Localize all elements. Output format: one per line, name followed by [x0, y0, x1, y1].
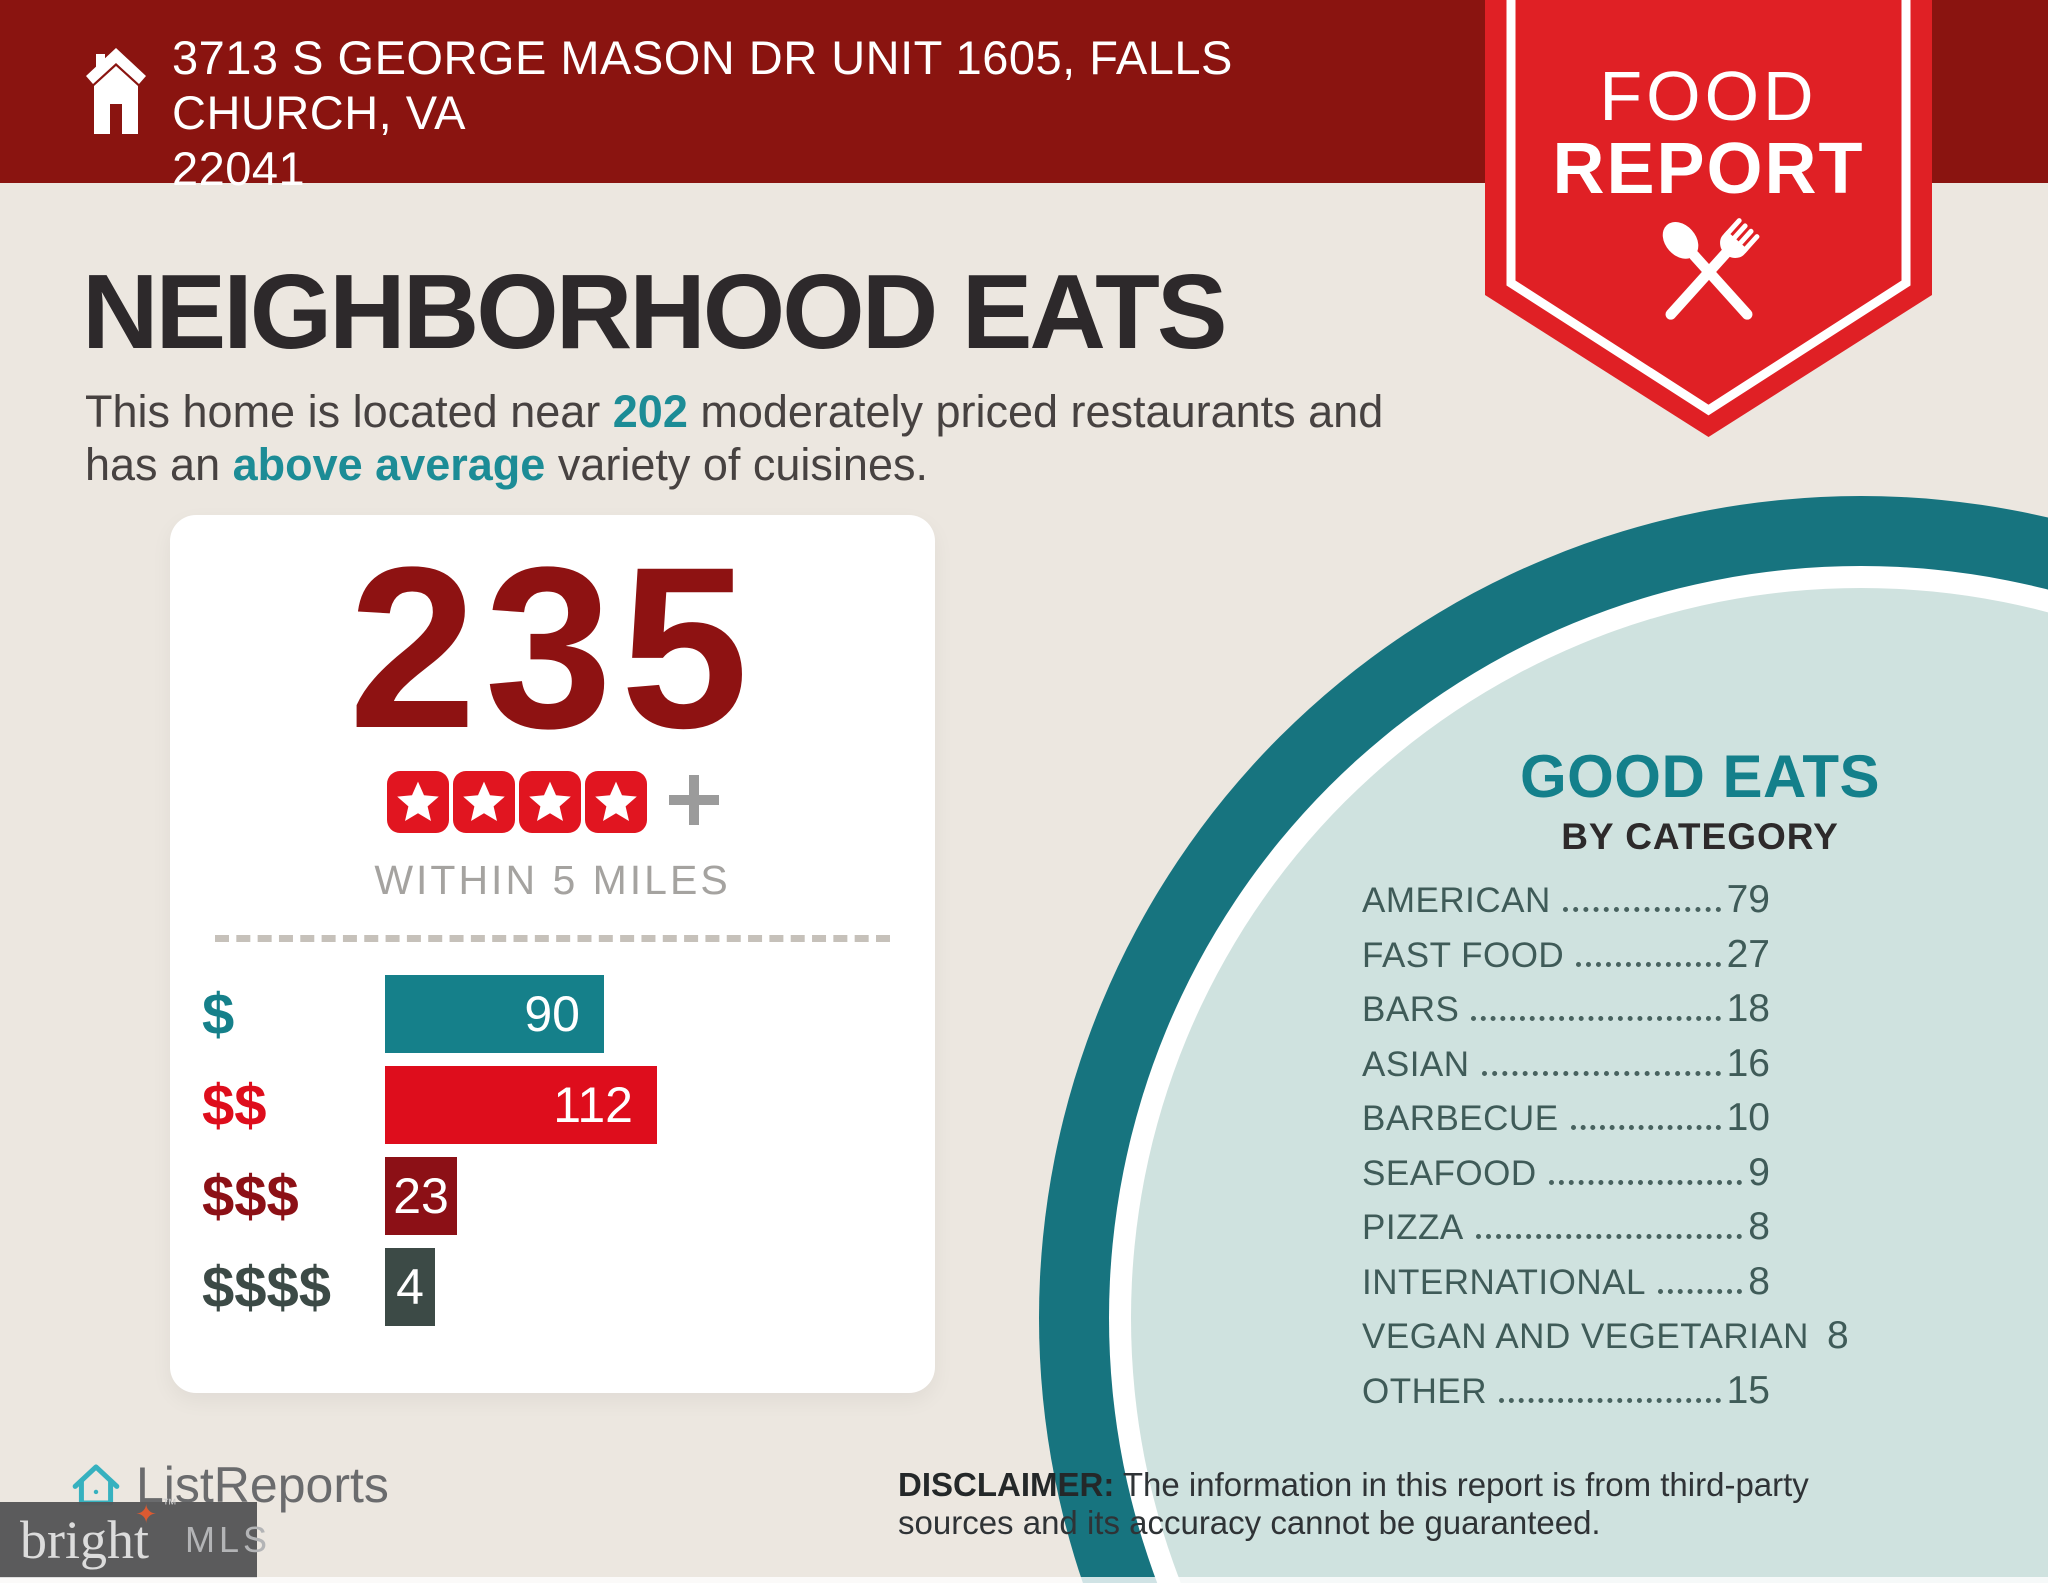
rating-star-icon — [584, 771, 647, 833]
category-row: PIZZA 8 — [1362, 1205, 1770, 1260]
category-count: 27 — [1726, 932, 1770, 976]
price-tier-bar: 4 — [385, 1248, 435, 1326]
price-tier-label: $ — [202, 981, 235, 1047]
rating-star-icon — [518, 771, 581, 833]
property-address: 3713 S GEORGE MASON DR UNIT 1605, FALLS … — [172, 30, 1462, 196]
category-count: 9 — [1748, 1150, 1770, 1194]
plus-icon — [667, 773, 721, 832]
mls-text: MLS — [185, 1519, 272, 1560]
category-label: FAST FOOD — [1362, 935, 1565, 975]
price-tier-value: 90 — [524, 986, 580, 1042]
price-tier-bar: 90 — [385, 975, 604, 1053]
price-tier-bar-chart: $90 $$ 112 $$$ 23 $$$$ 4 — [170, 975, 935, 1339]
category-label: PIZZA — [1362, 1208, 1464, 1247]
category-row: ASIAN 16 — [1362, 1042, 1770, 1097]
category-label: INTERNATIONAL — [1362, 1262, 1646, 1302]
category-count: 79 — [1726, 878, 1770, 921]
category-label: VEGAN AND VEGETARIAN — [1362, 1317, 1809, 1356]
category-label: ASIAN — [1362, 1044, 1470, 1084]
price-tier-value: 112 — [553, 1077, 633, 1133]
price-tier-row: $$$$ 4 — [170, 1248, 935, 1326]
trademark-symbol: ™ — [162, 1496, 177, 1513]
category-row: SEAFOOD 9 — [1362, 1151, 1770, 1206]
price-tier-row: $$ 112 — [170, 1066, 935, 1144]
address-line-2: 22041 — [172, 141, 306, 195]
price-tier-value: 23 — [393, 1168, 449, 1224]
category-row: AMERICAN 79 — [1362, 878, 1770, 933]
category-label: BARBECUE — [1362, 1099, 1559, 1138]
house-icon — [86, 48, 146, 134]
price-tier-bar: 23 — [385, 1157, 457, 1235]
disclaimer-label: DISCLAIMER: — [898, 1466, 1115, 1503]
dotted-leader — [1548, 1179, 1743, 1185]
bright-star-icon: ✦ — [135, 1499, 157, 1529]
category-label: BARS — [1362, 990, 1460, 1029]
category-row: BARBECUE 10 — [1362, 1096, 1770, 1151]
category-row: BARS 18 — [1362, 987, 1770, 1042]
category-list: AMERICAN 79 FAST FOOD 27 BARS 18 ASIAN 16 BARBEC… — [1362, 878, 1849, 1424]
category-count: 10 — [1726, 1096, 1770, 1139]
category-row: FAST FOOD 27 — [1362, 933, 1770, 988]
rating-star-icon — [452, 771, 515, 833]
page-subtitle: This home is located near 202 moderately… — [85, 386, 1445, 491]
food-report-badge: FOOD REPORT — [1485, 0, 1932, 437]
category-label: AMERICAN — [1362, 881, 1551, 920]
dotted-leader — [1481, 1070, 1721, 1076]
good-eats-subtitle: BY CATEGORY — [1561, 816, 1839, 857]
category-count: 8 — [1826, 1314, 1849, 1357]
dotted-leader — [1499, 1397, 1721, 1403]
bright-mls-logo-box: bright ✦ ™ MLS — [0, 1497, 267, 1578]
bottom-edge-strip — [0, 1577, 2048, 1583]
total-restaurants-value: 235 — [348, 519, 757, 776]
category-count: 8 — [1748, 1259, 1770, 1303]
good-eats-heading-block: GOOD EATS BY CATEGORY — [1480, 742, 1920, 858]
category-count: 15 — [1726, 1368, 1770, 1412]
category-row: INTERNATIONAL 8 — [1362, 1260, 1770, 1315]
bright-text: bright — [20, 1510, 149, 1570]
bright-wordmark: bright ✦ ™ — [20, 1497, 177, 1570]
category-row: VEGAN AND VEGETARIAN 8 — [1362, 1314, 1849, 1369]
category-label: OTHER — [1362, 1371, 1487, 1411]
badge-title-food: FOOD — [1599, 57, 1818, 135]
dotted-leader — [1471, 1016, 1721, 1021]
price-tier-label: $$$$ — [202, 1254, 332, 1320]
price-tier-row: $$$ 23 — [170, 1157, 935, 1235]
disclaimer-text: DISCLAIMER: The information in this repo… — [898, 1466, 1848, 1542]
price-tier-label: $$ — [202, 1072, 267, 1138]
category-count: 16 — [1726, 1041, 1770, 1085]
subtitle-text-1: This home is located near — [85, 386, 613, 437]
dotted-leader — [1576, 961, 1721, 967]
restaurant-count: 202 — [612, 386, 688, 437]
subtitle-text-4: variety of cuisines. — [545, 438, 928, 490]
page-title: NEIGHBORHOOD EATS — [82, 253, 1228, 371]
price-tier-bar: 112 — [385, 1066, 657, 1144]
star-rating-row — [170, 771, 935, 833]
price-tier-row: $90 — [170, 975, 935, 1053]
crossed-spoon-fork-icon — [1662, 218, 1759, 320]
subtitle-text-2: moderately priced restaurants and — [687, 386, 1384, 437]
address-line-1: 3713 S GEORGE MASON DR UNIT 1605, FALLS … — [172, 31, 1233, 140]
category-label: SEAFOOD — [1362, 1153, 1537, 1193]
category-row: OTHER 15 — [1362, 1369, 1770, 1424]
good-eats-title: GOOD EATS — [1519, 743, 1881, 810]
dashed-divider — [215, 935, 890, 942]
disclaimer-body: The information in this report is from t… — [898, 1466, 1809, 1541]
badge-title-report: REPORT — [1552, 129, 1865, 209]
rating-star-icon — [386, 771, 449, 833]
restaurant-stats-card: 235 WITHIN 5 MILES $90 $$ 112 $$$ 23 $$$$ 4 — [170, 515, 935, 1393]
category-count: 8 — [1748, 1205, 1770, 1248]
dotted-leader — [1475, 1234, 1743, 1239]
radius-caption: WITHIN 5 MILES — [374, 857, 731, 903]
price-tier-value: 4 — [396, 1259, 424, 1315]
variety-highlight: above average — [232, 438, 546, 490]
dotted-leader — [1562, 907, 1721, 912]
badge-pennant-shape — [1485, 0, 1932, 437]
dotted-leader — [1570, 1125, 1721, 1130]
dotted-leader — [1657, 1288, 1743, 1294]
category-count: 18 — [1726, 987, 1770, 1030]
subtitle-text-3: has an — [85, 438, 233, 490]
price-tier-label: $$$ — [202, 1163, 299, 1229]
